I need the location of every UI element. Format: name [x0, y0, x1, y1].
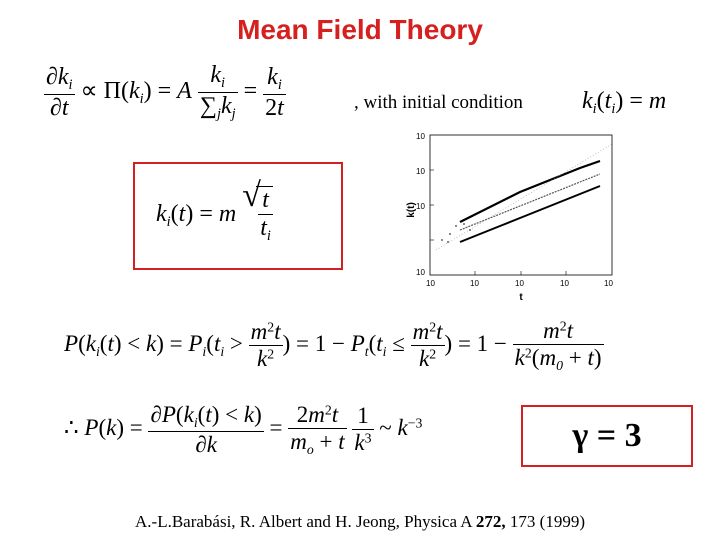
y-tick-label: 10 — [416, 202, 425, 211]
one-k3-fraction: 1 k3 — [352, 403, 374, 456]
m2t-k2-fraction-2: m2t k2 — [410, 319, 445, 372]
y-axis-label: k(t) — [406, 202, 417, 218]
m2t-k2-m0t-fraction: m2t k2(m0 + t) — [512, 318, 604, 373]
degree-growth-plot: k(t) t 10 10 10 10 10 10 10 10 10 — [406, 132, 613, 302]
y-tick-label: 10 — [416, 167, 425, 176]
x-tick-label: 10 — [470, 279, 479, 288]
solution-box — [133, 162, 343, 270]
x-axis-label: t — [519, 292, 523, 302]
x-tick-label: 10 — [604, 279, 613, 288]
data-series-upper — [459, 159, 601, 223]
citation: A.-L.Barabási, R. Albert and H. Jeong, P… — [0, 512, 720, 532]
m2t-k2-fraction: m2t k2 — [248, 319, 283, 372]
plot-frame — [429, 134, 613, 276]
scatter-points — [441, 223, 471, 243]
fit-line — [435, 143, 613, 251]
x-tick-label: 10 — [560, 279, 569, 288]
x-tick-label: 10 — [515, 279, 524, 288]
initial-condition-label: , with initial condition — [354, 92, 523, 113]
citation-volume: 272, — [475, 512, 506, 531]
y-tick-label: 10 — [416, 132, 425, 141]
page-title: Mean Field Theory — [237, 14, 483, 45]
rate-equation: ∂ki ∂t ∝ Π(ki) = A ki ∑jkj = ki 2t — [44, 62, 286, 123]
gamma-result-box: γ = 3 — [521, 405, 693, 467]
data-series-lower — [459, 185, 601, 243]
gamma-result: γ = 3 — [572, 417, 642, 454]
data-series-middle — [459, 173, 601, 231]
dk-dt-fraction: ∂ki ∂t — [44, 63, 75, 121]
dP-dk-fraction: ∂P(ki(t) < k) ∂k — [148, 402, 264, 457]
t-ti-fraction: t ti — [258, 187, 273, 245]
initial-condition-equation: ki(ti) = m — [582, 88, 667, 118]
citation-pages: 173 (1999) — [509, 512, 585, 531]
ki-2t-fraction: ki 2t — [263, 63, 286, 121]
2m2t-fraction: 2m2t mo + t — [288, 402, 347, 457]
probability-equation: P(ki(t) < k) = Pi(ti > m2t k2) = 1 − Pt(t… — [64, 318, 604, 373]
solution-equation: ki(t) = m √ t ti — [156, 177, 273, 245]
y-tick-label: 10 — [416, 268, 425, 277]
citation-authors: A.-L.Barabási, R. Albert and H. Jeong, P… — [135, 512, 472, 531]
x-tick-label: 10 — [426, 279, 435, 288]
ki-sum-fraction: ki ∑jkj — [197, 62, 238, 123]
